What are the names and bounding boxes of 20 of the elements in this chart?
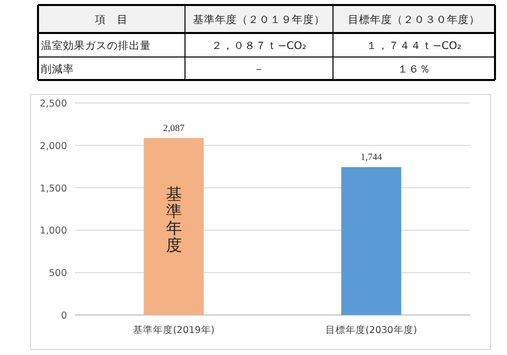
data-label: 1,744 <box>360 153 382 164</box>
text: 基準年度（２０１９年度） <box>193 13 325 26</box>
y-tick-label: 2,000 <box>40 140 67 152</box>
y-tick-label: 500 <box>48 268 67 280</box>
y-tick-label: 2,500 <box>40 98 67 110</box>
y-tick-label: 0 <box>60 310 67 322</box>
text: － <box>254 64 264 76</box>
y-tick-label: 1,500 <box>40 183 67 194</box>
annotation: 基準年度 <box>166 184 182 254</box>
text: 項 目 <box>95 14 128 26</box>
text: 目標年度（２０３０年度） <box>348 13 480 26</box>
text: １６％ <box>398 64 430 76</box>
x-tick-label: 目標年度(2030年度) <box>325 324 418 336</box>
y-tick-label: 1,000 <box>40 226 67 237</box>
text: 削減率 <box>41 62 74 76</box>
x-tick-label: 基準年度(2019年) <box>132 324 215 336</box>
text: 温室効果ガスの排出量 <box>41 39 151 52</box>
text: ２，０８７ｔ−CO₂ <box>212 40 306 52</box>
data-label: 2,087 <box>163 124 185 134</box>
text: １，７４４ｔ−CO₂ <box>366 40 462 52</box>
